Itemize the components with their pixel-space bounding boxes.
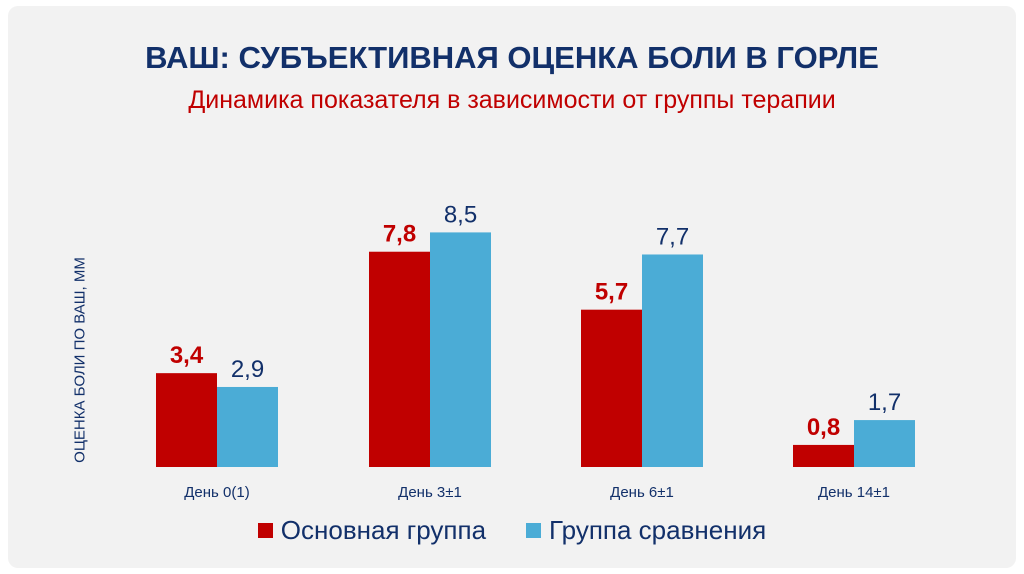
- chart-title: ВАШ: СУБЪЕКТИВНАЯ ОЦЕНКА БОЛИ В ГОРЛЕ: [145, 40, 879, 75]
- data-label: 2,9: [231, 356, 264, 383]
- legend: Основная группа Группа сравнения: [0, 515, 1024, 546]
- data-label: 5,7: [595, 279, 628, 306]
- chart-card: [8, 6, 1016, 568]
- bar-comparison-0: [217, 386, 278, 467]
- legend-swatch-main: [257, 523, 273, 538]
- legend-label-main: Основная группа: [280, 515, 487, 545]
- chart-subtitle: Динамика показателя в зависимости от гру…: [188, 86, 836, 114]
- x-tick-label: День 0(1): [184, 484, 249, 501]
- legend-label-comparison: Группа сравнения: [549, 515, 767, 545]
- legend-swatch-comparison: [526, 523, 542, 538]
- bar-comparison-2: [642, 254, 703, 467]
- bar-main-0: [156, 373, 217, 467]
- data-label: 0,8: [807, 414, 840, 441]
- legend-item-main: Основная группа: [257, 515, 487, 546]
- data-label: 8,5: [444, 201, 477, 228]
- legend-item-comparison: Группа сравнения: [526, 515, 766, 546]
- bar-main-2: [581, 309, 642, 467]
- x-tick-label: День 3±1: [398, 484, 462, 501]
- bar-comparison-3: [854, 420, 915, 467]
- x-tick-label: День 6±1: [610, 484, 674, 501]
- bar-main-3: [793, 444, 854, 467]
- data-label: 7,8: [383, 221, 416, 248]
- data-label: 7,7: [656, 223, 689, 250]
- data-label: 1,7: [868, 389, 901, 416]
- bar-comparison-1: [430, 232, 491, 467]
- data-label: 3,4: [170, 342, 204, 369]
- x-tick-label: День 14±1: [818, 484, 890, 501]
- bar-main-1: [369, 251, 430, 467]
